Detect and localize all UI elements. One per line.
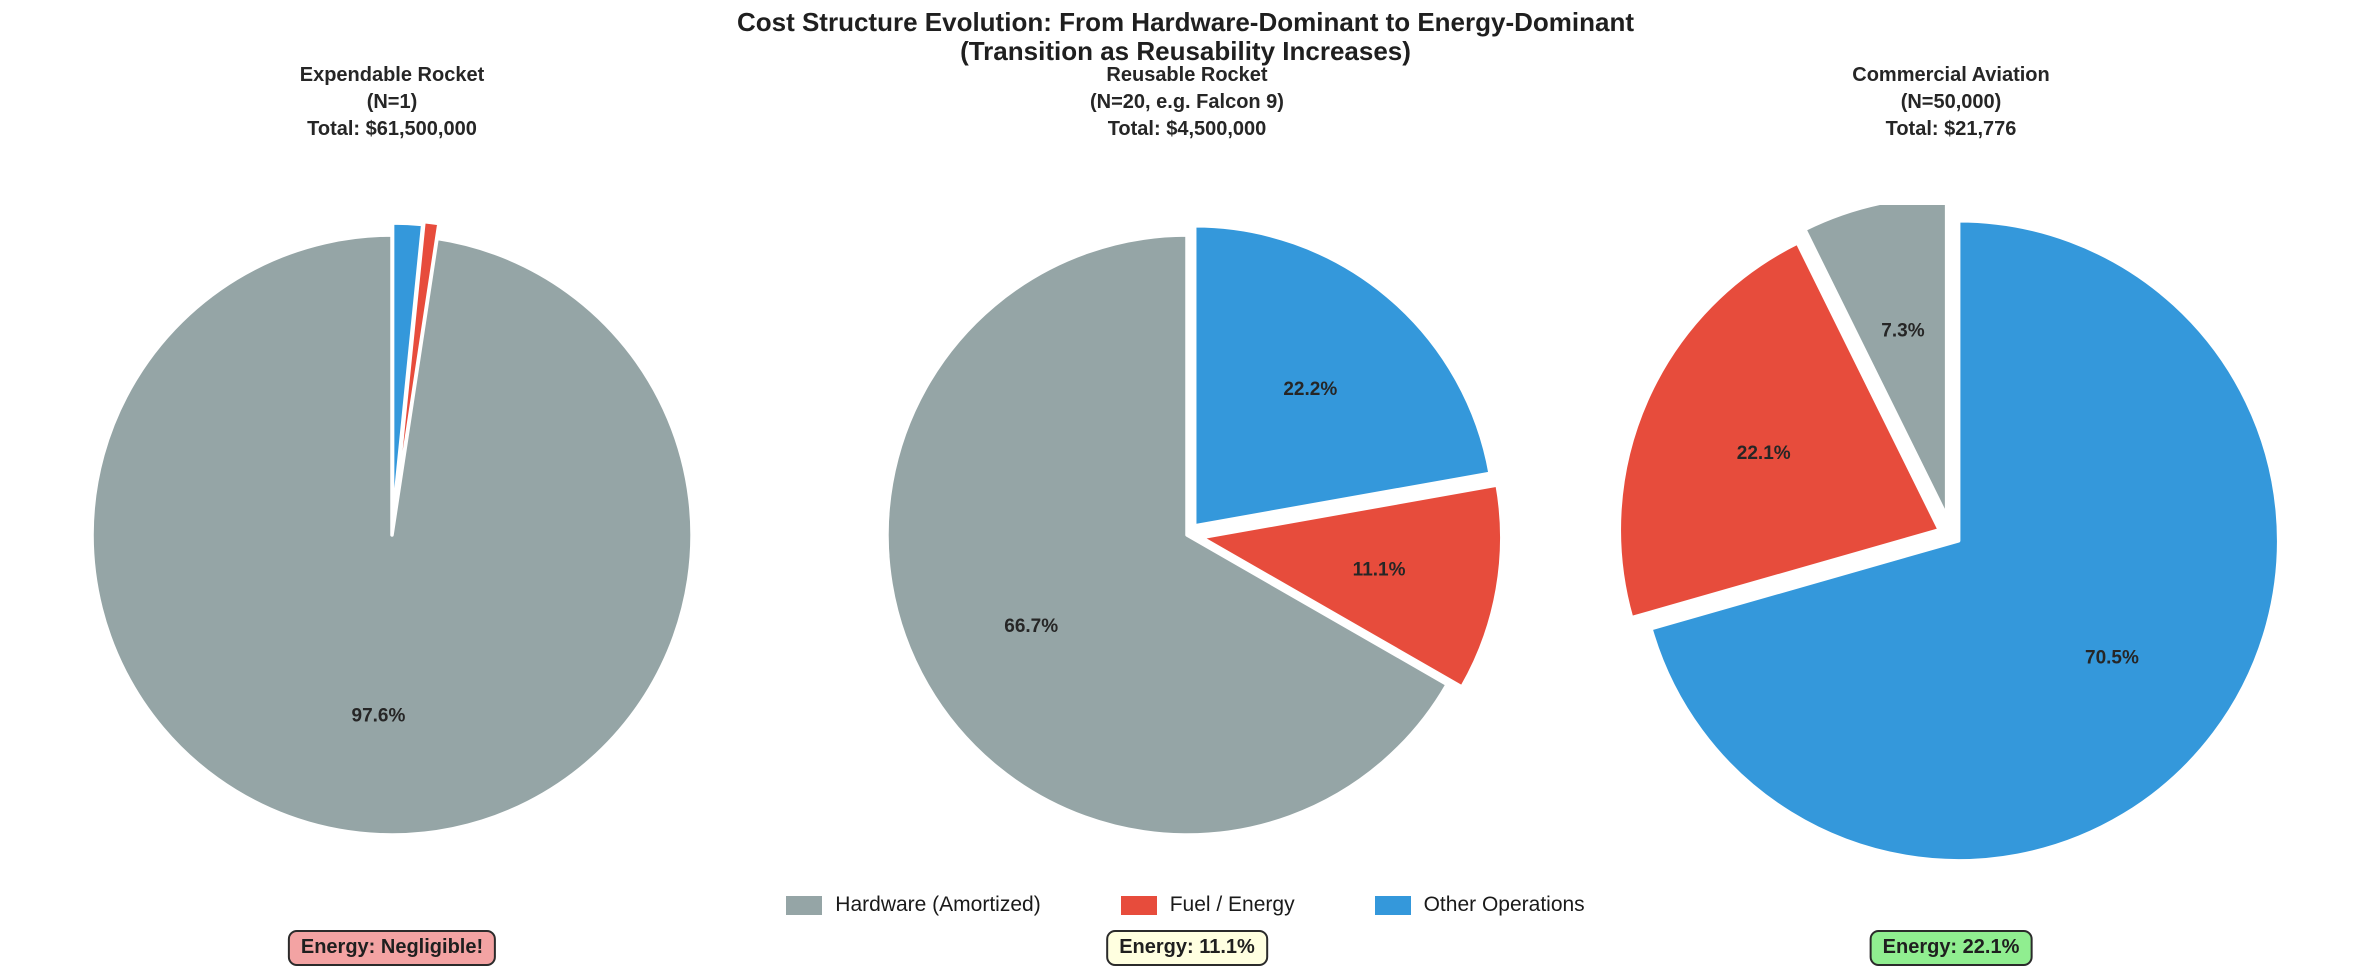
legend-label-other: Other Operations xyxy=(1423,893,1585,916)
pie-slice-fuel xyxy=(392,219,441,522)
legend-item-fuel: Fuel / Energy xyxy=(1120,893,1295,917)
legend-label-fuel: Fuel / Energy xyxy=(1169,893,1295,916)
legend-item-hardware: Hardware (Amortized) xyxy=(786,893,1041,917)
chart-subtitle: (N=50,000) xyxy=(1900,91,2002,113)
chart-total: Total: $61,500,000 xyxy=(307,118,477,140)
pie-slice-hardware xyxy=(90,233,694,837)
chart-expendable-rocket: Expendable Rocket (N=1) Total: $61,500,0… xyxy=(62,62,722,974)
pie-chart-expendable-rocket: 97.6% xyxy=(90,219,694,837)
chart-expendable-rocket-header: Expendable Rocket (N=1) Total: $61,500,0… xyxy=(62,62,722,143)
legend: Hardware (Amortized) Fuel / Energy Other… xyxy=(0,893,2371,917)
chart-commercial-aviation-header: Commercial Aviation (N=50,000) Total: $2… xyxy=(1621,62,2281,143)
pie-slice-other xyxy=(1192,224,1492,528)
annotation-energy-negligible: Energy: Negligible! xyxy=(287,930,497,966)
pie-chart-reusable-rocket: 66.7% 11.1% 22.2% xyxy=(885,224,1504,837)
pie-chart-commercial-aviation: 7.3% 22.1% 70.5% xyxy=(1621,205,2281,863)
legend-item-other: Other Operations xyxy=(1374,893,1585,917)
chart-subtitle: (N=20, e.g. Falcon 9) xyxy=(1090,91,1284,113)
pie-slice-hardware xyxy=(885,233,1449,837)
chart-title: Expendable Rocket xyxy=(299,64,485,86)
annotation-energy-22-1: Energy: 22.1% xyxy=(1869,930,2033,966)
pie-slice-other xyxy=(1649,219,2281,863)
chart-reusable-rocket: Reusable Rocket (N=20, e.g. Falcon 9) To… xyxy=(857,62,1517,974)
chart-commercial-aviation: Commercial Aviation (N=50,000) Total: $2… xyxy=(1621,62,2281,974)
figure-title-line2: (Transition as Reusability Increases) xyxy=(960,36,1411,66)
chart-reusable-rocket-header: Reusable Rocket (N=20, e.g. Falcon 9) To… xyxy=(857,62,1517,143)
annotation-energy-11-1: Energy: 11.1% xyxy=(1106,930,1268,966)
figure-title: Cost Structure Evolution: From Hardware-… xyxy=(0,8,2371,66)
pie-slice-hardware xyxy=(1803,205,1949,519)
pie-pct-label-other: 70.5% xyxy=(2085,647,2139,668)
legend-label-hardware: Hardware (Amortized) xyxy=(835,893,1041,916)
chart-subtitle: (N=1) xyxy=(366,91,418,113)
chart-title: Commercial Aviation xyxy=(1852,64,2050,86)
chart-title: Reusable Rocket xyxy=(1106,64,1268,86)
pie-slice-fuel xyxy=(1621,241,1942,620)
pie-pct-label-fuel: 11.1% xyxy=(1353,560,1406,581)
pie-pct-label-other: 22.2% xyxy=(1283,379,1337,400)
pie-pct-label-hardware: 97.6% xyxy=(352,705,406,726)
pie-pct-label-fuel: 22.1% xyxy=(1737,443,1791,464)
figure-title-line1: Cost Structure Evolution: From Hardware-… xyxy=(736,7,1635,37)
legend-swatch-other xyxy=(1374,895,1411,915)
pie-pct-label-hardware: 66.7% xyxy=(1004,616,1058,637)
pie-pct-label-hardware: 7.3% xyxy=(1881,320,1924,341)
pie-slice-fuel xyxy=(1200,483,1504,689)
legend-swatch-fuel xyxy=(1120,895,1157,915)
chart-total: Total: $21,776 xyxy=(1885,118,2017,140)
legend-swatch-hardware xyxy=(786,895,823,915)
chart-total: Total: $4,500,000 xyxy=(1107,118,1267,140)
pie-slice-other xyxy=(390,221,425,525)
